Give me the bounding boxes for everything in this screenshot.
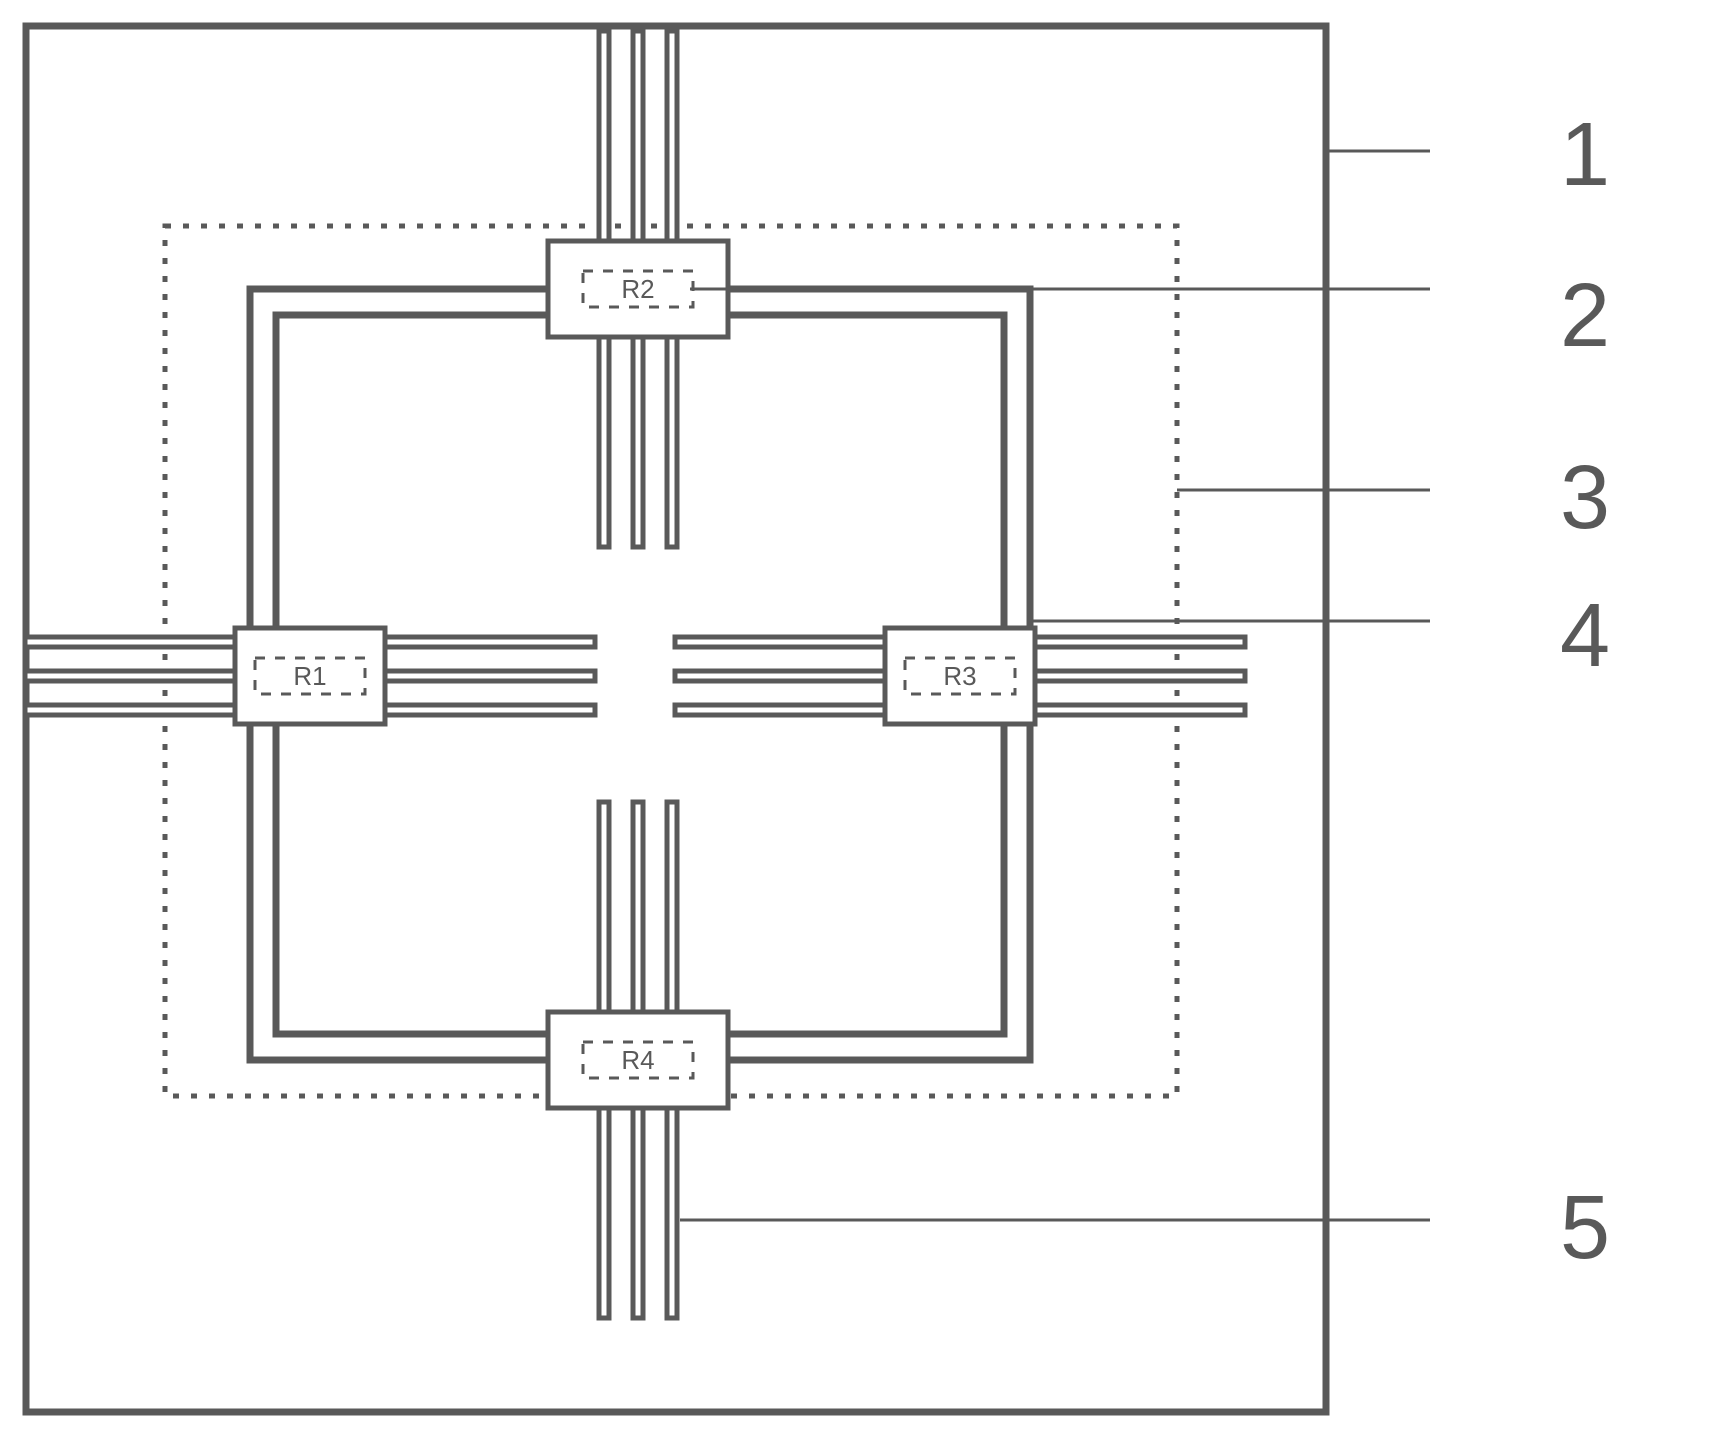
callout-label-5: 5	[1560, 1183, 1610, 1273]
resistor-label-r1: R1	[293, 663, 326, 689]
diagram-stage: R1 R2 R3 R4 1 2 3 4 5	[0, 0, 1718, 1452]
callout-label-4: 4	[1560, 591, 1610, 681]
callout-label-1: 1	[1560, 110, 1610, 200]
callout-label-2: 2	[1560, 271, 1610, 361]
callout-label-3: 3	[1560, 453, 1610, 543]
resistor-label-r4: R4	[621, 1047, 654, 1073]
diagram-svg	[0, 0, 1718, 1452]
resistor-label-r3: R3	[943, 663, 976, 689]
resistor-label-r2: R2	[621, 276, 654, 302]
